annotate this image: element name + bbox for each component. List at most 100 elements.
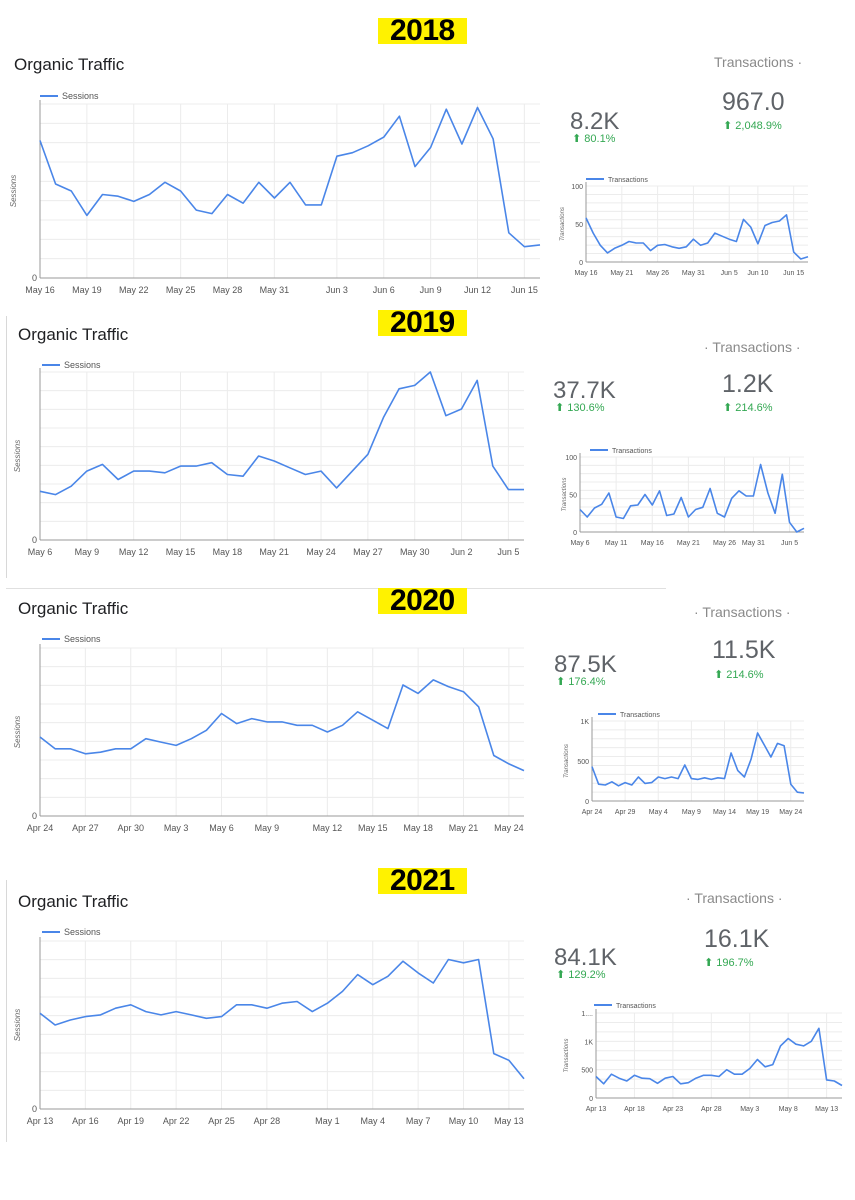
y-tick-label: 100 [571,184,583,191]
sessions-metric-value: 87.5K [554,651,617,678]
series-line [579,463,805,533]
y-axis-label: Transactions [564,744,570,778]
year-label-2020: 2020 [378,586,467,616]
x-tick-label: Apr 28 [254,1116,281,1126]
x-tick-label: May 3 [164,823,189,833]
y-tick-label: 1.... [581,1011,593,1018]
transactions-metric-value: 11.5K [712,636,776,664]
legend-label: Transactions [608,177,648,184]
organic-traffic-title: Organic Traffic [18,892,129,911]
legend-label: Sessions [64,634,101,644]
x-tick-label: May 19 [72,285,102,295]
sessions-metric-delta: ⬆ 176.4% [556,676,606,688]
x-tick-label: May 18 [403,823,433,833]
y-axis-label: Sessions [13,1009,22,1041]
x-tick-label: Apr 18 [624,1106,645,1113]
x-tick-label: May 30 [400,547,430,557]
x-tick-label: Apr 16 [72,1116,99,1126]
sessions-chart-2021: Apr 13 Apr 16 Apr 19 Apr 22 Apr 25 Apr 28 May … [13,927,525,1126]
panel-divider [6,588,666,589]
x-tick-label: Apr 29 [615,809,636,816]
x-tick-label: May 21 [677,540,700,547]
y-tick-label: 50 [575,222,583,229]
series-line [39,679,525,772]
x-tick-label: Jun 15 [511,285,538,295]
transactions-chart-2018: May 16 May 21 May 26 May 31 Jun 5 Jun 10 Jun 1… [560,177,809,277]
x-tick-label: May 1 [315,1116,340,1126]
y-tick-label: 100 [565,455,577,462]
x-tick-label: May 3 [740,1106,759,1113]
x-tick-label: Jun 6 [373,285,395,295]
x-tick-label: Apr 30 [117,823,144,833]
panel-border-left [6,316,7,578]
organic-traffic-title: Organic Traffic [18,599,129,618]
y-axis-label: Sessions [13,440,22,472]
x-tick-label: May 6 [28,547,53,557]
x-tick-label: Apr 13 [27,1116,54,1126]
y-tick-label: 0 [585,799,589,806]
organic-traffic-title: Organic Traffic [14,55,125,74]
sessions-metric-value: 8.2K [570,108,620,135]
year-label-2019: 2019 [378,308,467,338]
x-tick-label: May 12 [313,823,343,833]
transactions-chart-2019: May 6 May 11 May 16 May 21 May 26 May 31 Jun 5… [562,448,805,547]
series-line [39,106,541,248]
transactions-title: · Transactions · [686,890,783,906]
x-tick-label: Apr 25 [208,1116,235,1126]
x-tick-label: May 14 [713,809,736,816]
x-tick-label: Jun 2 [451,547,473,557]
x-tick-label: May 19 [746,809,769,816]
transactions-metric-value: 967.0 [722,88,785,116]
x-tick-label: May 9 [255,823,280,833]
transactions-chart-2021: Apr 13 Apr 18 Apr 23 Apr 28 May 3 May 8 May 13… [564,1003,843,1113]
transactions-title: Transactions · [714,54,803,70]
x-tick-label: Jun 5 [781,540,798,547]
legend-label: Sessions [64,360,101,370]
y-tick-label: 0 [32,535,37,545]
y-axis-label: Sessions [9,175,18,207]
series-line [39,371,524,496]
legend-label: Sessions [62,91,99,101]
x-tick-label: Jun 9 [420,285,442,295]
x-tick-label: May 13 [494,1116,524,1126]
x-tick-label: Jun 5 [721,270,738,277]
x-tick-label: May 26 [646,270,669,277]
x-tick-label: May 12 [119,547,149,557]
x-tick-label: May 18 [213,547,243,557]
x-tick-label: Apr 23 [663,1106,684,1113]
transactions-title: · Transactions · [704,339,801,355]
x-tick-label: Apr 24 [27,823,54,833]
x-tick-label: May 21 [610,270,633,277]
transactions-metric-delta: ⬆ 196.7% [704,957,754,969]
y-tick-label: 0 [32,1104,37,1114]
x-tick-label: Apr 28 [701,1106,722,1113]
y-tick-label: 0 [573,530,577,537]
transactions-metric-delta: ⬆ 2,048.9% [723,120,782,132]
x-tick-label: May 4 [649,809,668,816]
y-tick-label: 1K [580,719,589,726]
x-tick-label: May 11 [605,540,628,547]
series-line [39,958,525,1080]
x-tick-label: May 9 [75,547,100,557]
y-tick-label: 1K [584,1039,593,1046]
x-tick-label: Apr 22 [163,1116,190,1126]
organic-traffic-title: Organic Traffic [18,325,129,344]
x-tick-label: May 25 [166,285,196,295]
y-tick-label: 50 [569,493,577,500]
transactions-title: · Transactions · [694,604,791,620]
transactions-metric-value: 16.1K [704,925,770,953]
x-tick-label: May 16 [25,285,55,295]
y-tick-label: 0 [32,273,37,283]
sessions-metric-value: 84.1K [554,944,617,971]
y-axis-label: Transactions [562,478,568,512]
y-tick-label: 0 [589,1096,593,1103]
sessions-metric-delta: ⬆ 129.2% [556,969,606,981]
y-axis-label: Sessions [13,716,22,748]
sessions-chart-2020: Apr 24 Apr 27 Apr 30 May 3 May 6 May 9 May 12 M… [13,634,525,833]
x-tick-label: May 21 [259,547,289,557]
x-tick-label: May 13 [815,1106,838,1113]
x-tick-label: May 31 [682,270,705,277]
x-tick-label: May 24 [494,823,524,833]
sessions-metric-value: 37.7K [553,377,616,404]
sessions-metric-delta: ⬆ 130.6% [555,402,605,414]
